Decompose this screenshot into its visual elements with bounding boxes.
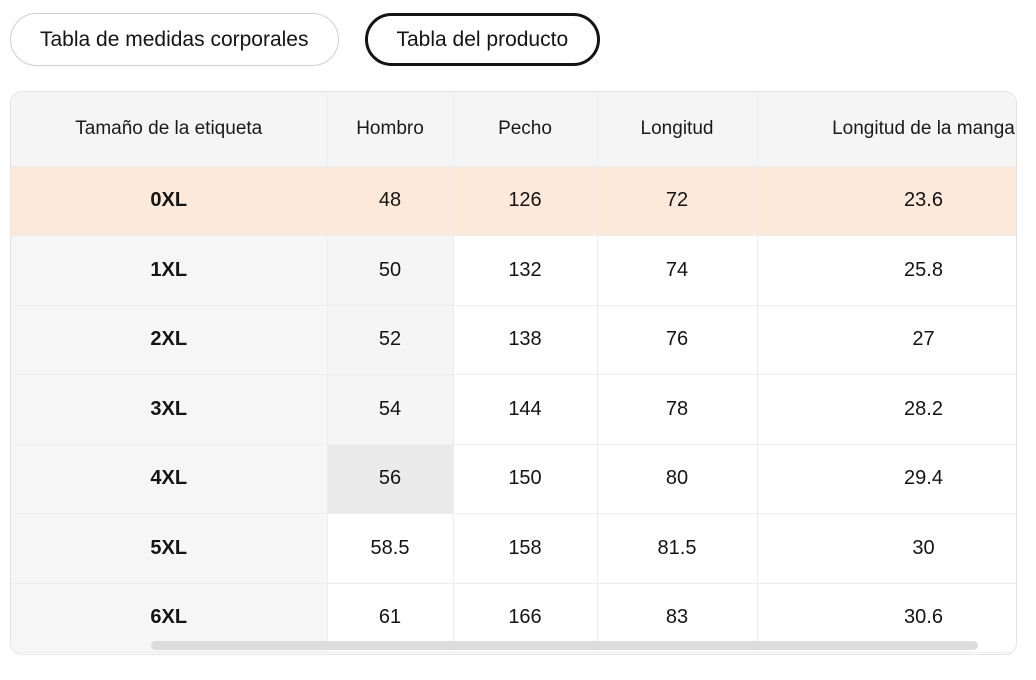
cell-3xl-longitud[interactable]: 78 [597, 374, 758, 445]
cell-3xl-longitud-manga[interactable]: 28.2 [757, 374, 1016, 445]
header-row: Tamaño de la etiqueta Hombro Pecho Longitud… [11, 92, 1016, 167]
cell-0xl-pecho[interactable]: 126 [453, 166, 598, 236]
size-row-5xl: 5XL 58.5 158 81.5 30 [11, 513, 1016, 584]
cell-1xl-longitud-manga[interactable]: 25.8 [757, 235, 1016, 306]
size-label-cell-0xl[interactable]: 0XL [11, 166, 328, 236]
cell-4xl-longitud[interactable]: 80 [597, 444, 758, 514]
cell-2xl-hombro[interactable]: 52 [327, 305, 454, 375]
column-header-hombro: Hombro [327, 92, 454, 167]
cell-2xl-longitud[interactable]: 76 [597, 305, 758, 375]
tab-product-table[interactable]: Tabla del producto [364, 13, 601, 66]
product-size-table: Tamaño de la etiqueta Hombro Pecho Longitud… [11, 92, 1016, 653]
cell-2xl-pecho[interactable]: 138 [453, 305, 598, 375]
cell-0xl-longitud-manga[interactable]: 23.6 [757, 166, 1016, 236]
size-row-2xl: 2XL 52 138 76 27 [11, 305, 1016, 375]
cell-0xl-hombro[interactable]: 48 [327, 166, 454, 236]
size-row-1xl: 1XL 50 132 74 25.8 [11, 235, 1016, 306]
size-row-4xl: 4XL 56 150 80 29.4 [11, 444, 1016, 514]
cell-4xl-hombro[interactable]: 56 [327, 444, 454, 514]
size-label-cell-5xl[interactable]: 5XL [11, 513, 328, 584]
cell-2xl-longitud-manga[interactable]: 27 [757, 305, 1016, 375]
cell-0xl-longitud[interactable]: 72 [597, 166, 758, 236]
cell-5xl-longitud-manga[interactable]: 30 [757, 513, 1016, 584]
horizontal-scrollbar-thumb[interactable] [151, 641, 978, 650]
size-row-0xl: 0XL 48 126 72 23.6 [11, 166, 1016, 236]
cell-3xl-hombro[interactable]: 54 [327, 374, 454, 445]
column-header-longitud: Longitud [597, 92, 758, 167]
size-chart-panel: Tabla de medidas corporales Tabla del pro… [10, 13, 1036, 655]
column-header-pecho: Pecho [453, 92, 598, 167]
cell-5xl-longitud[interactable]: 81.5 [597, 513, 758, 584]
cell-4xl-pecho[interactable]: 150 [453, 444, 598, 514]
size-label-cell-2xl[interactable]: 2XL [11, 305, 328, 375]
cell-4xl-longitud-manga[interactable]: 29.4 [757, 444, 1016, 514]
cell-1xl-pecho[interactable]: 132 [453, 235, 598, 306]
size-table-card: Tamaño de la etiqueta Hombro Pecho Longitud… [10, 91, 1017, 655]
cell-5xl-hombro[interactable]: 58.5 [327, 513, 454, 584]
cell-3xl-pecho[interactable]: 144 [453, 374, 598, 445]
cell-5xl-pecho[interactable]: 158 [453, 513, 598, 584]
column-header-longitud-manga: Longitud de la manga [757, 92, 1016, 167]
tab-body-measurements[interactable]: Tabla de medidas corporales [10, 13, 339, 66]
size-row-3xl: 3XL 54 144 78 28.2 [11, 374, 1016, 445]
size-label-cell-4xl[interactable]: 4XL [11, 444, 328, 514]
column-header-tamano-etiqueta: Tamaño de la etiqueta [11, 92, 328, 167]
chart-type-tabs: Tabla de medidas corporales Tabla del pro… [10, 13, 1036, 66]
size-label-cell-3xl[interactable]: 3XL [11, 374, 328, 445]
size-label-cell-1xl[interactable]: 1XL [11, 235, 328, 306]
cell-1xl-longitud[interactable]: 74 [597, 235, 758, 306]
cell-1xl-hombro[interactable]: 50 [327, 235, 454, 306]
